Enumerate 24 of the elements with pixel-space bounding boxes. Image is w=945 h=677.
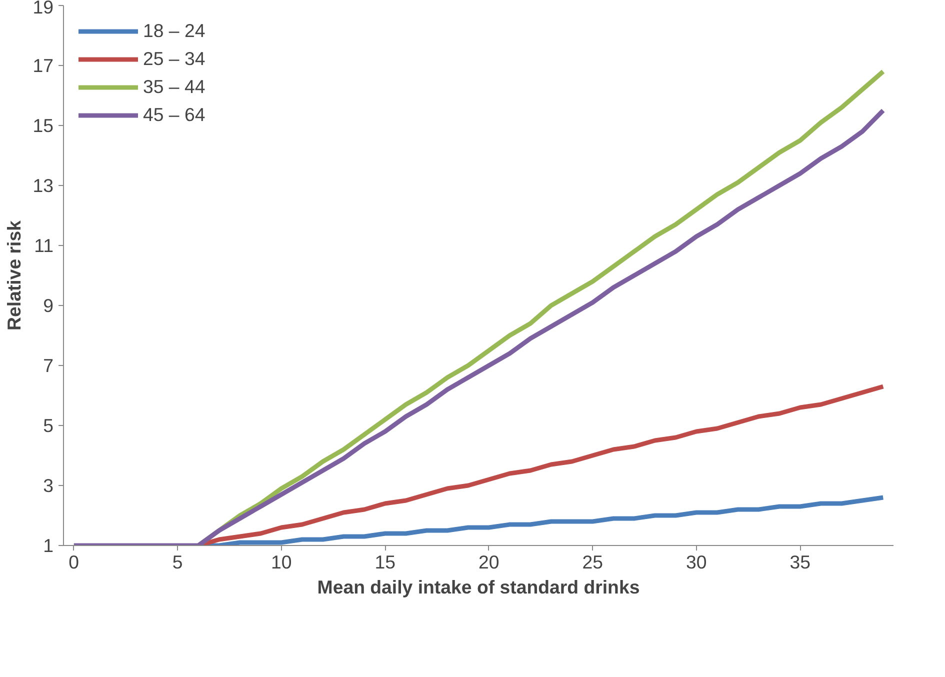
x-tick-label: 0 [68, 552, 80, 572]
x-axis-title: Mean daily intake of standard drinks [317, 576, 640, 598]
y-tick-label: 9 [43, 295, 54, 316]
legend-label: 25 – 34 [143, 48, 206, 70]
x-tick-label: 25 [582, 552, 604, 572]
y-tick-label: 13 [32, 175, 54, 196]
y-tick-label: 15 [32, 115, 54, 136]
x-tick-label: 20 [478, 552, 500, 572]
legend-label: 45 – 64 [143, 104, 206, 126]
y-tick-label: 17 [32, 55, 54, 76]
y-tick-label: 11 [34, 235, 54, 256]
y-tick-label: 3 [43, 475, 54, 496]
y-tick-label: 5 [43, 415, 54, 436]
y-tick-label: 19 [32, 0, 54, 18]
y-tick-label: 1 [43, 535, 54, 556]
x-tick-label: 5 [172, 552, 183, 572]
legend-label: 35 – 44 [143, 76, 206, 98]
legend-label: 18 – 24 [143, 20, 206, 42]
y-axis-title: Relative risk [4, 220, 25, 330]
x-tick-label: 30 [686, 552, 707, 572]
x-tick-label: 15 [374, 552, 396, 572]
y-tick-label: 7 [43, 355, 54, 376]
x-tick-label: 35 [790, 552, 811, 572]
x-tick-label: 10 [271, 552, 292, 572]
